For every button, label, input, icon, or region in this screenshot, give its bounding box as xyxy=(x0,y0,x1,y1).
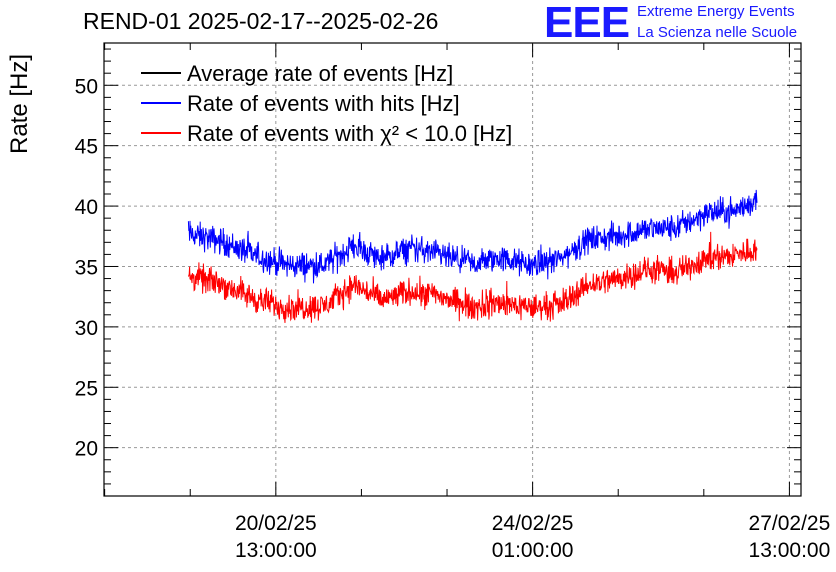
x-tick-date: 20/02/25 xyxy=(235,512,317,535)
x-tick-date: 24/02/25 xyxy=(492,512,574,535)
logo-line-2: La Scienza nelle Scuole xyxy=(637,24,798,41)
y-tick-label: 20 xyxy=(75,438,98,461)
y-tick-label: 35 xyxy=(75,256,98,279)
series-line-2 xyxy=(187,231,758,323)
y-tick-label: 45 xyxy=(75,136,98,159)
x-tick-time: 01:00:00 xyxy=(492,539,574,562)
legend-entry-0: Average rate of events [Hz] xyxy=(187,61,453,86)
x-tick-time: 13:00:00 xyxy=(235,539,317,562)
chart-title: REND-01 2025-02-17--2025-02-26 xyxy=(83,8,439,34)
logo-line-1: Extreme Energy Events xyxy=(637,3,795,20)
legend-entry-1: Rate of events with hits [Hz] xyxy=(187,91,460,116)
minor-ticks xyxy=(104,43,801,497)
y-tick-label: 30 xyxy=(75,317,98,340)
y-tick-label: 50 xyxy=(75,75,98,98)
y-tick-label: 25 xyxy=(75,377,98,400)
legend-entry-2: Rate of events with χ² < 10.0 [Hz] xyxy=(187,121,512,146)
series-layer xyxy=(187,189,758,323)
eee-logo: EEE xyxy=(544,0,630,47)
legend: Average rate of events [Hz] Rate of event… xyxy=(141,61,512,146)
y-tick-label: 40 xyxy=(75,196,98,219)
x-tick-date: 27/02/25 xyxy=(749,512,831,535)
series-line-1 xyxy=(187,189,758,284)
x-tick-time: 13:00:00 xyxy=(749,539,831,562)
y-tick-labels: 20 25 30 35 40 45 50 xyxy=(75,75,98,460)
grid-lines xyxy=(104,43,801,496)
x-tick-labels: 20/02/25 13:00:00 24/02/25 01:00:00 27/02/25… xyxy=(235,512,830,562)
y-axis-label: Rate [Hz] xyxy=(6,54,33,154)
